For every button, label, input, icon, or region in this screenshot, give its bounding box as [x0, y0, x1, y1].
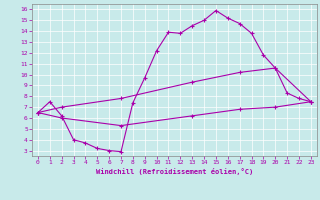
X-axis label: Windchill (Refroidissement éolien,°C): Windchill (Refroidissement éolien,°C): [96, 168, 253, 175]
